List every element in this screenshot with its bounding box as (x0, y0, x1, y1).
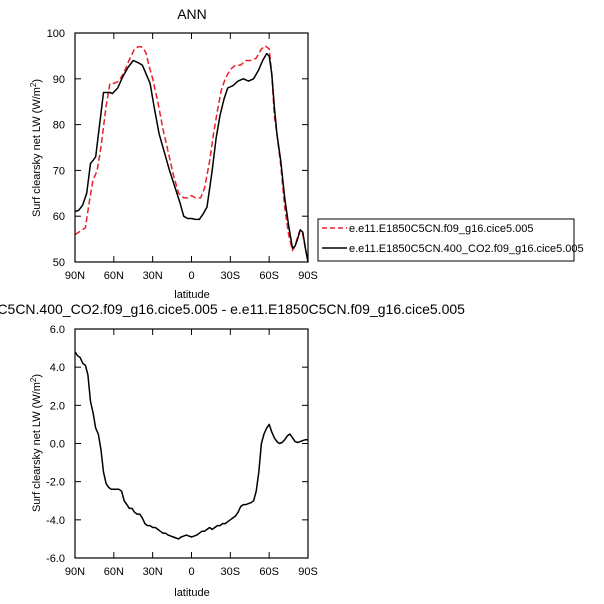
bottom-x-tick-label: 60N (104, 566, 124, 578)
top-x-tick-label: 30N (143, 270, 163, 282)
bottom-y-tick-label: -4.0 (46, 515, 65, 527)
top-x-tick-label: 90S (298, 270, 318, 282)
top-x-tick-label: 60N (104, 270, 124, 282)
bottom-x-tick-label: 60S (259, 566, 279, 578)
top-y-tick-label: 100 (47, 28, 65, 40)
bottom-y-axis-label: Surf clearsky net LW (W/m2) (29, 374, 43, 512)
top-panel: ANN Surf clearsky net LW (W/m2) 50 60 70 80… (29, 6, 318, 301)
top-y-tick-label: 70 (53, 165, 65, 177)
bottom-plot-frame (74, 328, 309, 559)
top-y-tick-label: 60 (53, 211, 65, 223)
bottom-y-tick-label: 2.0 (50, 400, 65, 412)
bottom-x-tick-label: 30N (143, 566, 163, 578)
bottom-x-ticks: 90N 60N 30N 0 30S 60S 90S (65, 329, 318, 578)
top-series-line-1 (74, 52, 309, 263)
top-y-axis-label: Surf clearsky net LW (W/m2) (29, 79, 43, 217)
bottom-x-tick-label: 90N (65, 566, 85, 578)
top-x-tick-label: 30S (221, 270, 241, 282)
bottom-y-tick-label: 4.0 (50, 362, 65, 374)
bottom-x-tick-label: 30S (221, 566, 241, 578)
top-x-tick-label: 90N (65, 270, 85, 282)
top-y-ticks: 50 60 70 80 90 100 (47, 28, 308, 269)
bottom-x-axis-label: latitude (174, 587, 209, 599)
legend-label-control: e.e11.E1850C5CN.f09_g16.cice5.005 (349, 223, 534, 235)
bottom-series-lines (74, 351, 308, 540)
bottom-panel-title: e.e11.E1850C5CN.400_CO2.f09_g16.cice5.00… (0, 301, 465, 317)
top-y-tick-label: 80 (53, 120, 65, 132)
bottom-y-tick-label: 0.0 (50, 439, 65, 451)
legend: e.e11.E1850C5CN.f09_g16.cice5.005 e.e11.… (317, 218, 584, 262)
bottom-panel: e.e11.E1850C5CN.400_CO2.f09_g16.cice5.00… (0, 301, 465, 599)
legend-label-co2: e.e11.E1850C5CN.400_CO2.f09_g16.cice5.00… (349, 243, 584, 255)
top-panel-title: ANN (177, 6, 207, 22)
legend-box (317, 218, 575, 262)
top-series-lines (74, 45, 309, 263)
bottom-y-tick-label: 6.0 (50, 324, 65, 336)
bottom-y-tick-label: -2.0 (46, 477, 65, 489)
bottom-x-tick-label: 90S (298, 566, 318, 578)
top-y-tick-label: 90 (53, 74, 65, 86)
top-series-line-0 (74, 45, 309, 263)
top-x-tick-label: 60S (259, 270, 279, 282)
bottom-series-line-0 (74, 351, 308, 540)
bottom-y-ticks: -6.0 -4.0 -2.0 0.0 2.0 4.0 6.0 (46, 324, 308, 565)
top-x-axis-label: latitude (174, 289, 209, 301)
bottom-x-tick-label: 0 (188, 566, 194, 578)
top-plot-frame (74, 32, 309, 263)
bottom-y-tick-label: -6.0 (46, 553, 65, 565)
top-y-tick-label: 50 (53, 257, 65, 269)
top-x-tick-label: 0 (188, 270, 194, 282)
